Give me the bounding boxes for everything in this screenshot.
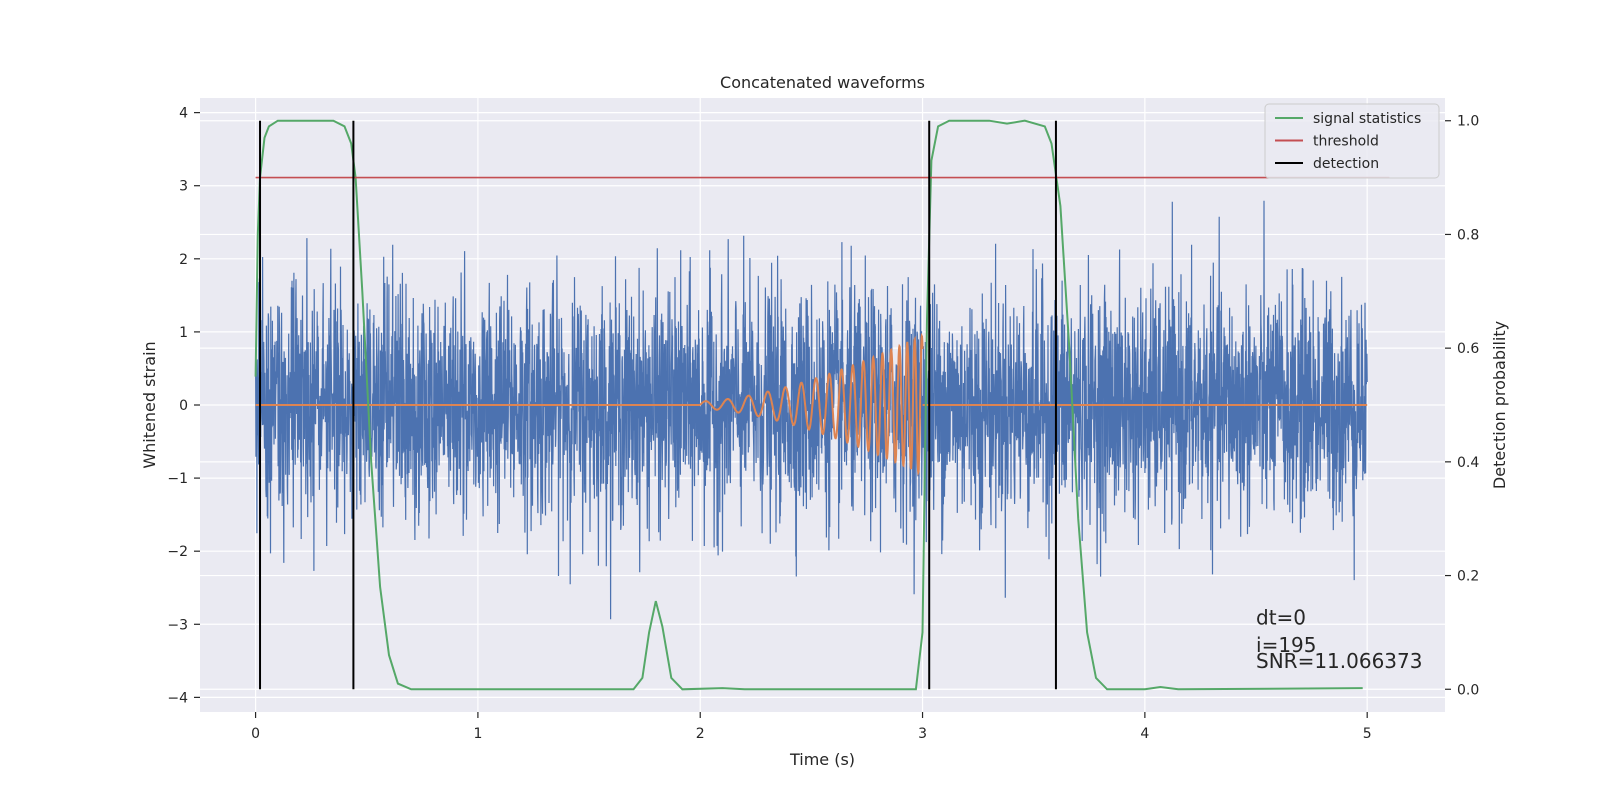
y2-tick-label: 0.2 [1457,569,1479,585]
y-tick-label: −2 [167,544,188,560]
series-detection [259,120,1057,690]
annotation-text: SNR=11.066373 [1256,649,1422,673]
x-tick-label: 2 [696,726,705,742]
y2-tick-label: 1.0 [1457,114,1479,130]
annotation-text: i=195 [1256,633,1317,657]
x-axis-label: Time (s) [789,750,855,769]
y-tick-label: 2 [179,252,188,268]
y2-tick-label: 0.6 [1457,341,1479,357]
x-tick-label: 3 [918,726,927,742]
y-tick-label: 4 [179,106,188,122]
series-strain [255,200,1368,620]
legend-label: threshold [1313,134,1379,150]
y-axis-label: Whitened strain [140,341,159,468]
annotation-text: dt=0 [1256,605,1306,629]
x-tick-label: 1 [473,726,482,742]
legend-label: detection [1313,156,1379,172]
signal-statistics-line [254,119,1363,691]
series-waveform [255,332,1368,477]
strain-line [255,200,1368,620]
x-tick-label: 0 [251,726,260,742]
y2-axis-label: Detection probability [1490,321,1509,489]
y-tick-label: −3 [167,617,188,633]
legend: signal statistics threshold detection [1264,103,1440,179]
chart-title: Concatenated waveforms [720,73,925,92]
y-tick-label: −4 [167,690,188,706]
y2-tick-label: 0.0 [1457,682,1479,698]
legend-box [1264,103,1440,179]
x-tick-label: 5 [1363,726,1372,742]
y2-tick-label: 0.8 [1457,227,1479,243]
legend-label: signal statistics [1313,111,1421,127]
y-tick-label: −1 [167,471,188,487]
axis-ticks: 0 1 2 3 4 5 −4 −3 −2 −1 0 1 2 3 4 0.0 0.2 0.4 0.6 0.8 1.0 [167,106,1479,742]
y-tick-label: 0 [179,398,188,414]
x-tick-label: 4 [1140,726,1149,742]
series-signal-statistics [254,119,1363,691]
y-tick-label: 3 [179,179,188,195]
y-tick-label: 1 [179,325,188,341]
waveform-line [699,332,924,477]
y2-tick-label: 0.4 [1457,455,1479,471]
